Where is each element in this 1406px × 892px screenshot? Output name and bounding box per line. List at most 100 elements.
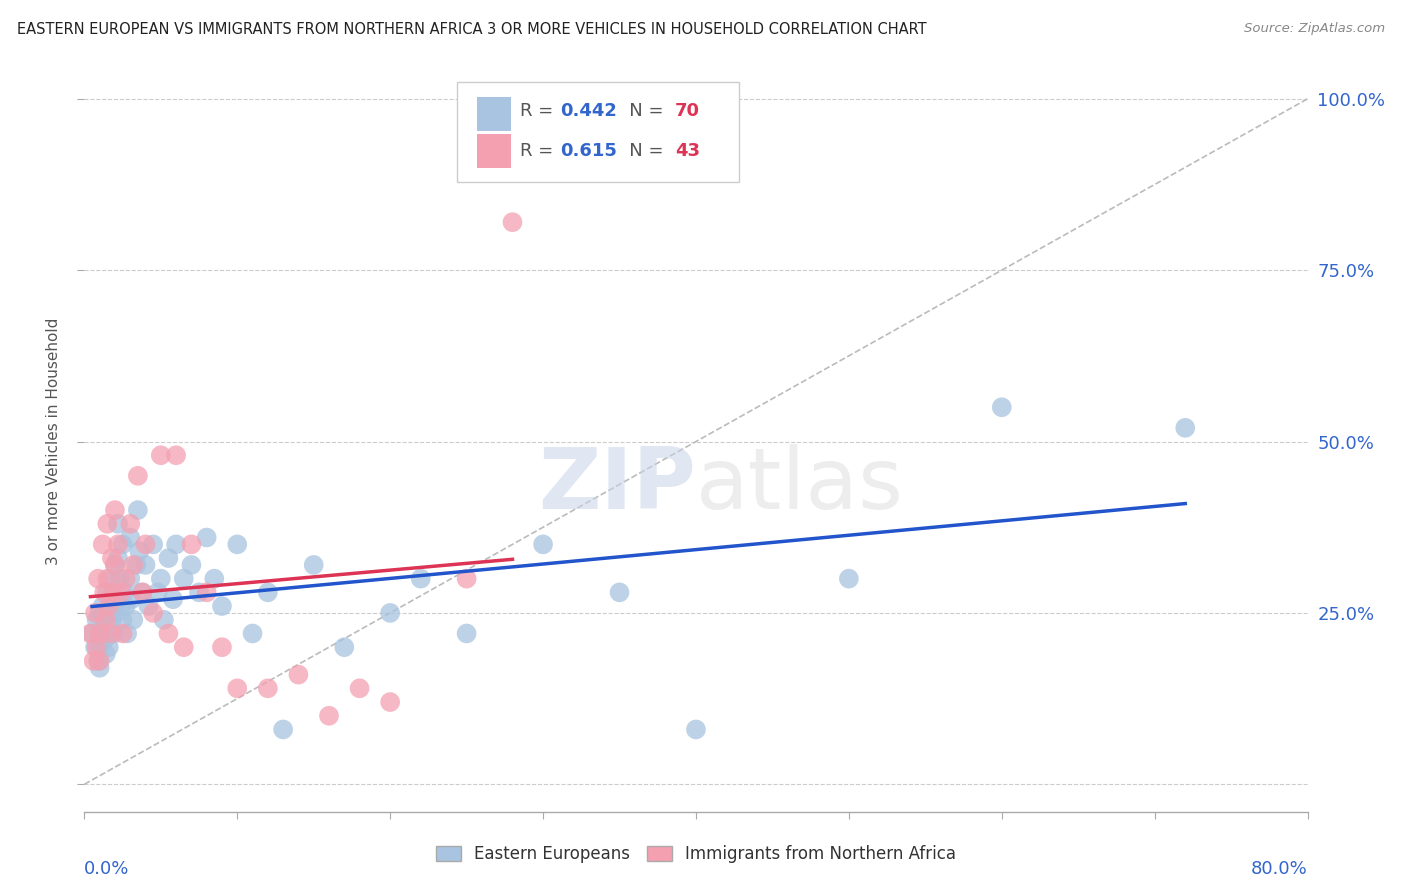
- Point: [165, 448, 187, 462]
- Point: [107, 551, 129, 566]
- Point: [138, 599, 160, 613]
- Point: [110, 599, 132, 613]
- Point: [456, 626, 478, 640]
- Point: [271, 723, 294, 737]
- Point: [91, 599, 114, 613]
- Point: [107, 537, 129, 551]
- Point: [96, 572, 118, 586]
- Point: [195, 585, 218, 599]
- Point: [105, 606, 128, 620]
- Point: [165, 537, 187, 551]
- Point: [111, 626, 134, 640]
- Point: [142, 606, 165, 620]
- Point: [121, 592, 143, 607]
- Point: [257, 585, 280, 599]
- Text: 0.615: 0.615: [560, 142, 617, 160]
- Point: [302, 558, 325, 572]
- Point: [531, 537, 554, 551]
- Point: [149, 448, 172, 462]
- Text: atlas: atlas: [696, 444, 904, 527]
- FancyBboxPatch shape: [477, 135, 512, 168]
- Point: [135, 558, 157, 572]
- Point: [685, 723, 707, 737]
- Point: [93, 585, 115, 599]
- Point: [98, 572, 121, 586]
- Point: [127, 468, 149, 483]
- Point: [96, 585, 118, 599]
- FancyBboxPatch shape: [457, 82, 738, 183]
- Point: [333, 640, 356, 655]
- Text: ZIP: ZIP: [538, 444, 696, 527]
- Point: [153, 613, 176, 627]
- Point: [120, 572, 142, 586]
- Point: [287, 667, 309, 681]
- Y-axis label: 3 or more Vehicles in Household: 3 or more Vehicles in Household: [46, 318, 62, 566]
- Point: [131, 585, 153, 599]
- Point: [114, 599, 136, 613]
- Point: [91, 537, 114, 551]
- Point: [149, 572, 172, 586]
- Point: [98, 626, 121, 640]
- Point: [120, 516, 142, 531]
- Text: EASTERN EUROPEAN VS IMMIGRANTS FROM NORTHERN AFRICA 3 OR MORE VEHICLES IN HOUSEH: EASTERN EUROPEAN VS IMMIGRANTS FROM NORT…: [17, 22, 927, 37]
- Point: [86, 613, 108, 627]
- Point: [131, 585, 153, 599]
- Point: [89, 661, 111, 675]
- Text: N =: N =: [612, 142, 669, 160]
- Point: [349, 681, 371, 696]
- Point: [86, 640, 108, 655]
- Point: [94, 647, 117, 661]
- Point: [180, 558, 202, 572]
- Text: R =: R =: [520, 102, 558, 120]
- Point: [89, 626, 111, 640]
- Text: N =: N =: [612, 102, 669, 120]
- Point: [111, 613, 134, 627]
- Point: [89, 654, 111, 668]
- Point: [180, 537, 202, 551]
- Point: [83, 654, 105, 668]
- Point: [242, 626, 264, 640]
- Point: [173, 640, 195, 655]
- Text: R =: R =: [520, 142, 558, 160]
- Text: 80.0%: 80.0%: [1251, 860, 1308, 878]
- Point: [127, 503, 149, 517]
- Point: [211, 599, 233, 613]
- Point: [103, 626, 125, 640]
- Point: [93, 633, 115, 648]
- Point: [226, 681, 249, 696]
- Point: [226, 537, 249, 551]
- Point: [84, 606, 107, 620]
- Point: [101, 592, 124, 607]
- Point: [162, 592, 184, 607]
- Point: [157, 551, 180, 566]
- Point: [96, 626, 118, 640]
- Point: [380, 695, 402, 709]
- Point: [122, 558, 145, 572]
- Legend: Eastern Europeans, Immigrants from Northern Africa: Eastern Europeans, Immigrants from North…: [429, 838, 963, 870]
- Point: [409, 572, 432, 586]
- Point: [91, 619, 114, 633]
- Point: [502, 215, 524, 229]
- Text: 0.442: 0.442: [560, 102, 617, 120]
- Point: [173, 572, 195, 586]
- Point: [87, 654, 110, 668]
- Point: [188, 585, 211, 599]
- Point: [104, 558, 127, 572]
- Point: [112, 585, 135, 599]
- Point: [380, 606, 402, 620]
- Text: 43: 43: [675, 142, 700, 160]
- Point: [104, 503, 127, 517]
- Point: [79, 626, 101, 640]
- Point: [125, 558, 148, 572]
- Point: [89, 626, 111, 640]
- Point: [991, 401, 1014, 415]
- Text: Source: ZipAtlas.com: Source: ZipAtlas.com: [1244, 22, 1385, 36]
- Point: [157, 626, 180, 640]
- Text: 70: 70: [675, 102, 700, 120]
- Point: [97, 640, 120, 655]
- Point: [122, 613, 145, 627]
- FancyBboxPatch shape: [477, 97, 512, 130]
- Point: [84, 640, 107, 655]
- Point: [114, 572, 136, 586]
- Point: [609, 585, 631, 599]
